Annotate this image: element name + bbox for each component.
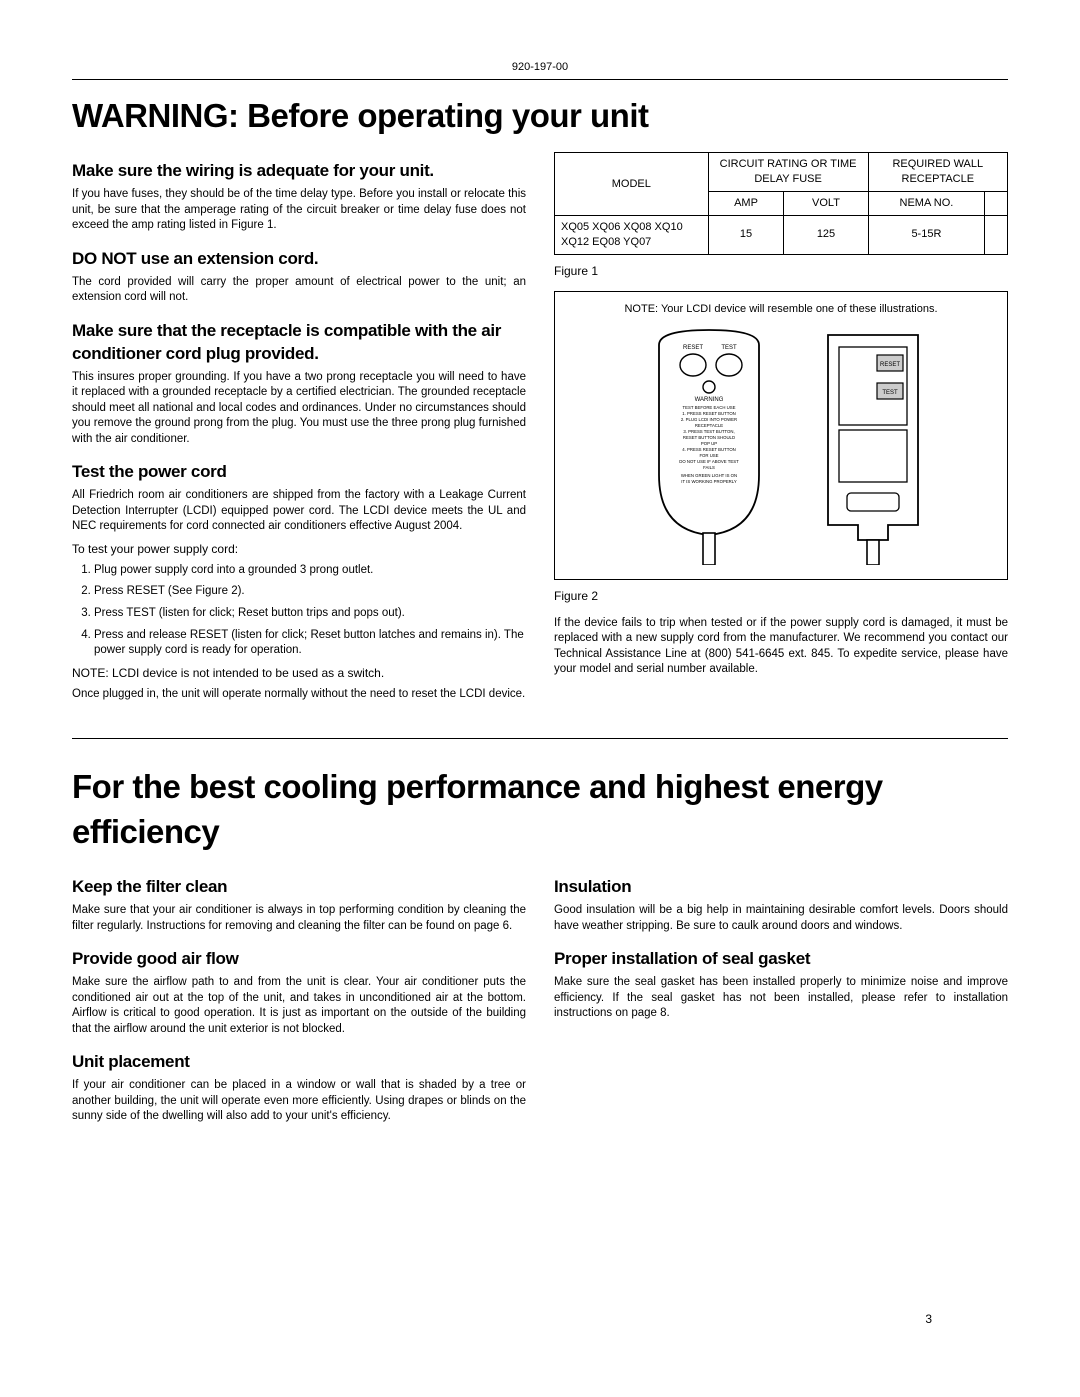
td-volt: 125 (784, 215, 868, 254)
page-number: 3 (925, 1311, 932, 1327)
td-amp: 15 (708, 215, 784, 254)
wiring-text: If you have fuses, they should be of the… (72, 187, 526, 234)
receptacle-text: This insures proper grounding. If you ha… (72, 370, 526, 448)
insulation-heading: Insulation (554, 876, 1008, 899)
th-blank (985, 192, 1008, 216)
test-step-3: Press TEST (listen for click; Reset butt… (94, 606, 526, 622)
td-models: XQ05 XQ06 XQ08 XQ10 XQ12 EQ08 YQ07 (555, 215, 709, 254)
svg-text:TEST: TEST (721, 345, 737, 351)
svg-text:2. PLUG LCDI INTO POWER: 2. PLUG LCDI INTO POWER (681, 417, 737, 422)
svg-text:WHEN GREEN LIGHT IS ON: WHEN GREEN LIGHT IS ON (681, 473, 737, 478)
section2-right: Insulation Good insulation will be a big… (554, 862, 1008, 1130)
th-amp: AMP (708, 192, 784, 216)
lcdi-note: NOTE: Your LCDI device will resemble one… (569, 302, 993, 317)
test-note2: Once plugged in, the unit will operate n… (72, 687, 526, 703)
insulation-text: Good insulation will be a big help in ma… (554, 903, 1008, 934)
svg-text:IT IS WORKING PROPERLY: IT IS WORKING PROPERLY (681, 479, 737, 484)
test-heading: Test the power cord (72, 461, 526, 484)
th-model: MODEL (555, 153, 709, 216)
spec-table: MODEL CIRCUIT RATING OR TIME DELAY FUSE … (554, 152, 1008, 254)
svg-text:FAILS: FAILS (703, 465, 715, 470)
placement-text: If your air conditioner can be placed in… (72, 1078, 526, 1125)
td-blank (985, 215, 1008, 254)
filter-heading: Keep the filter clean (72, 876, 526, 899)
svg-text:RESET: RESET (683, 345, 703, 351)
th-circuit: CIRCUIT RATING OR TIME DELAY FUSE (708, 153, 868, 192)
section2-left: Keep the filter clean Make sure that you… (72, 862, 526, 1130)
lcdi-device2-icon: RESET TEST (813, 325, 933, 565)
svg-text:4. PRESS RESET BUTTON: 4. PRESS RESET BUTTON (682, 447, 736, 452)
section2-title: For the best cooling performance and hig… (72, 765, 1008, 854)
section-divider (72, 738, 1008, 739)
figure2-label: Figure 2 (554, 588, 1008, 604)
svg-text:RESET: RESET (880, 362, 900, 368)
svg-text:WARNING: WARNING (695, 397, 724, 403)
section1-title: WARNING: Before operating your unit (72, 94, 1008, 139)
test-step-2: Press RESET (See Figure 2). (94, 584, 526, 600)
svg-text:FOR USE: FOR USE (699, 453, 718, 458)
svg-text:RESET BUTTON SHOULD: RESET BUTTON SHOULD (683, 435, 735, 440)
test-intro: To test your power supply cord: (72, 541, 526, 557)
svg-text:POP UP: POP UP (701, 441, 717, 446)
th-wall: REQUIRED WALL RECEPTACLE (868, 153, 1007, 192)
noextension-heading: DO NOT use an extension cord. (72, 248, 526, 271)
airflow-heading: Provide good air flow (72, 948, 526, 971)
th-nema: NEMA NO. (868, 192, 985, 216)
noextension-text: The cord provided will carry the proper … (72, 275, 526, 306)
svg-text:TEST: TEST (882, 390, 898, 396)
svg-text:3. PRESS TEST BUTTON,: 3. PRESS TEST BUTTON, (683, 429, 734, 434)
lcdi-after-text: If the device fails to trip when tested … (554, 616, 1008, 678)
test-text: All Friedrich room air conditioners are … (72, 488, 526, 535)
test-note1: NOTE: LCDI device is not intended to be … (72, 665, 526, 681)
section1-right: MODEL CIRCUIT RATING OR TIME DELAY FUSE … (554, 146, 1008, 708)
placement-heading: Unit placement (72, 1051, 526, 1074)
lcdi-box: NOTE: Your LCDI device will resemble one… (554, 291, 1008, 580)
figure1-label: Figure 1 (554, 263, 1008, 279)
svg-text:TEST BEFORE EACH USE: TEST BEFORE EACH USE (683, 405, 736, 410)
doc-number: 920-197-00 (72, 60, 1008, 75)
test-step-4: Press and release RESET (listen for clic… (94, 628, 526, 659)
section1-left: Make sure the wiring is adequate for you… (72, 146, 526, 708)
td-nema: 5-15R (868, 215, 985, 254)
svg-text:DO NOT USE IF ABOVE TEST: DO NOT USE IF ABOVE TEST (679, 459, 739, 464)
th-volt: VOLT (784, 192, 868, 216)
test-step-1: Plug power supply cord into a grounded 3… (94, 563, 526, 579)
airflow-text: Make sure the airflow path to and from t… (72, 975, 526, 1037)
section1-columns: Make sure the wiring is adequate for you… (72, 146, 1008, 708)
top-rule (72, 79, 1008, 80)
svg-text:1. PRESS RESET BUTTON: 1. PRESS RESET BUTTON (682, 411, 736, 416)
lcdi-device1-icon: RESET TEST WARNING TEST BEFORE EACH USE … (629, 325, 789, 565)
wiring-heading: Make sure the wiring is adequate for you… (72, 160, 526, 183)
filter-text: Make sure that your air conditioner is a… (72, 903, 526, 934)
gasket-heading: Proper installation of seal gasket (554, 948, 1008, 971)
receptacle-heading: Make sure that the receptacle is compati… (72, 320, 526, 366)
section2-columns: Keep the filter clean Make sure that you… (72, 862, 1008, 1130)
gasket-text: Make sure the seal gasket has been insta… (554, 975, 1008, 1022)
svg-text:RECEPTACLE: RECEPTACLE (695, 423, 723, 428)
test-steps: Plug power supply cord into a grounded 3… (72, 563, 526, 659)
